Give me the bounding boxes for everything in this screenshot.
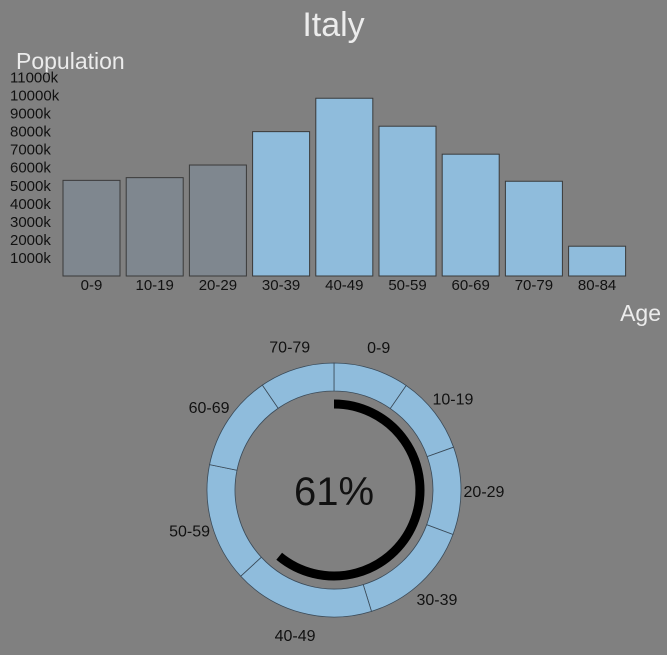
donut-slice — [209, 384, 279, 471]
donut-slice — [426, 446, 462, 536]
y-axis-label: Population — [16, 48, 125, 74]
center-percentage: 61% — [294, 470, 374, 514]
slice-label: 40-49 — [275, 628, 316, 645]
bar — [125, 177, 184, 277]
slice-label: 20-29 — [464, 484, 505, 501]
bar — [378, 125, 437, 277]
x-tick-label: 70-79 — [515, 277, 553, 294]
y-tick-label: 3000k — [10, 214, 51, 231]
x-tick-label: 60-69 — [452, 277, 490, 294]
slice-label: 30-39 — [416, 592, 457, 609]
progress-arc — [276, 399, 425, 581]
bar — [62, 179, 121, 277]
bar — [504, 180, 563, 277]
x-tick-label: 20-29 — [199, 277, 237, 294]
y-tick-label: 2000k — [10, 232, 51, 249]
slice-label: 50-59 — [169, 523, 210, 540]
y-tick-label: 4000k — [10, 196, 51, 213]
y-tick-label: 5000k — [10, 178, 51, 195]
x-tick-label: 40-49 — [325, 277, 363, 294]
slice-label: 0-9 — [367, 340, 390, 357]
x-tick-label: 0-9 — [81, 277, 103, 294]
y-tick-label: 1000k — [10, 250, 51, 267]
bar — [252, 131, 311, 277]
donut-slice — [206, 464, 262, 577]
bar — [441, 153, 500, 277]
y-tick-label: 6000k — [10, 160, 51, 177]
y-tick-label: 8000k — [10, 124, 51, 141]
slice-label: 70-79 — [269, 340, 310, 357]
x-tick-label: 50-59 — [388, 277, 426, 294]
bar — [188, 164, 247, 277]
bar-chart: 1000k2000k3000k4000k5000k6000k7000k8000k… — [10, 70, 627, 294]
x-tick-label: 30-39 — [262, 277, 300, 294]
donut-slice — [261, 362, 335, 409]
x-tick-label: 80-84 — [578, 277, 616, 294]
y-tick-label: 10000k — [10, 88, 60, 105]
donut-chart: 0-9 10-19 20-29 30-39 40-49 50-59 60-69 70-79 61… — [169, 340, 504, 645]
chart-title: Italy — [302, 6, 365, 44]
y-tick-label: 9000k — [10, 106, 51, 123]
bar — [315, 97, 374, 277]
slice-label: 10-19 — [433, 392, 474, 409]
y-tick-label: 11000k — [10, 70, 59, 87]
x-tick-label: 10-19 — [136, 277, 174, 294]
bar — [568, 245, 627, 277]
donut-slice — [240, 556, 372, 618]
x-axis-label: Age — [620, 300, 661, 326]
y-tick-label: 7000k — [10, 142, 51, 159]
slice-label: 60-69 — [189, 400, 230, 417]
